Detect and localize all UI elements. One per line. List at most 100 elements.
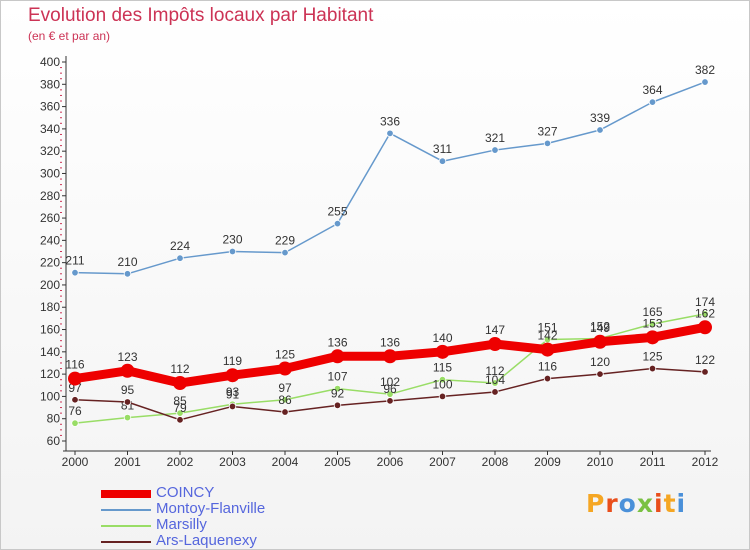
data-label: 336 [380,114,400,128]
data-label: 151 [537,321,557,335]
data-label: 122 [695,353,715,367]
x-tick-label: 2001 [114,455,141,469]
data-label: 86 [278,393,292,407]
data-point [278,361,292,376]
data-label: 93 [226,385,240,399]
data-point [540,342,555,357]
data-label: 147 [485,323,505,337]
data-point [383,349,397,364]
data-point [701,368,709,376]
logo-letter: t [663,489,677,518]
y-tick-label: 100 [40,389,60,403]
data-point [543,374,552,383]
data-label: 230 [222,233,242,247]
data-label: 116 [538,360,557,374]
y-tick-label: 320 [40,144,60,158]
legend-label: Ars-Laquenexy [156,532,257,549]
data-point [491,388,499,396]
x-tick-label: 2009 [534,455,561,469]
y-tick-label: 400 [40,55,60,69]
data-point [123,398,132,406]
data-point [333,401,342,410]
logo-letter: x [636,489,654,518]
y-tick-label: 340 [40,122,60,136]
data-point [123,270,132,278]
data-label: 102 [380,375,400,389]
data-point [386,397,394,405]
y-tick-label: 260 [40,211,60,225]
data-label: 339 [590,111,610,125]
data-point [228,402,237,411]
data-label: 327 [537,124,557,138]
y-tick-label: 120 [40,367,60,381]
data-point [281,396,289,404]
legend-swatch [101,525,151,527]
data-label: 140 [432,331,452,345]
legend-label: COINCY [156,484,215,501]
data-label: 165 [642,305,662,319]
data-label: 97 [278,381,292,395]
legend-swatch [101,490,151,498]
data-point [386,129,394,138]
data-point [71,419,79,427]
x-tick-label: 2010 [587,455,614,469]
data-point [281,408,289,416]
x-tick-label: 2007 [429,455,456,469]
data-label: 104 [485,373,505,387]
x-tick-label: 2003 [219,455,246,469]
data-label: 229 [275,234,295,248]
data-point [491,379,499,387]
data-point [438,375,447,384]
data-point [68,371,82,386]
data-label: 311 [433,142,452,156]
legend-swatch [101,509,151,511]
legend-label: Marsilly [156,516,207,533]
data-label: 76 [68,404,82,418]
legend-label: Montoy-Flanville [156,500,266,517]
data-point [543,139,552,148]
data-label: 152 [590,319,610,333]
x-tick-label: 2012 [692,455,719,469]
x-tick-label: 2000 [62,455,89,469]
y-tick-label: 300 [40,166,60,180]
data-label: 100 [432,377,452,391]
data-label: 96 [383,382,397,396]
logo-letter: P [586,489,606,518]
data-label: 92 [331,386,345,400]
y-tick-label: 220 [40,256,60,270]
y-tick-label: 240 [40,233,60,247]
data-point [176,254,184,262]
y-tick-label: 80 [47,412,61,426]
data-label: 120 [590,355,610,369]
data-point [488,337,502,352]
data-point [123,413,132,422]
data-point [593,334,607,349]
y-tick-label: 360 [40,100,60,114]
data-label: 107 [327,370,347,384]
data-point [281,248,289,257]
data-point [645,330,660,345]
data-point [438,392,447,401]
data-point [648,364,657,373]
data-label: 382 [695,63,715,77]
data-label: 115 [433,361,452,375]
data-label: 162 [695,306,715,320]
data-point [491,146,499,154]
data-label: 79 [173,401,187,415]
x-tick-label: 2006 [377,455,404,469]
y-tick-label: 60 [47,434,61,448]
data-label: 123 [117,350,137,364]
y-tick-label: 160 [40,323,60,337]
data-point [71,396,79,404]
data-point [176,416,184,424]
data-point [648,98,657,106]
data-label: 85 [173,394,187,408]
data-label: 153 [642,316,662,330]
x-tick-label: 2008 [482,455,509,469]
logo-letter: i [676,489,687,518]
legend-swatch [101,541,151,543]
data-point [330,349,345,364]
data-label: 136 [380,335,400,349]
y-tick-label: 200 [40,278,60,292]
